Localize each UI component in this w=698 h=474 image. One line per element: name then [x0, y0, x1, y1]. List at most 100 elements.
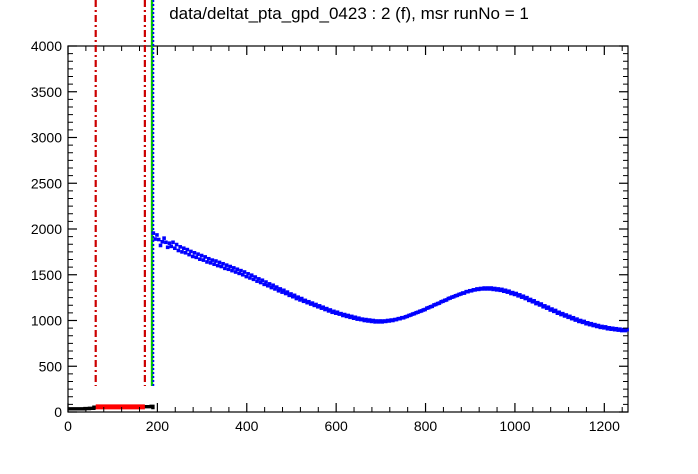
data-point — [158, 243, 163, 248]
data-point — [217, 260, 222, 265]
x-tick-label: 400 — [235, 418, 259, 434]
data-point — [253, 275, 258, 279]
data-point — [271, 283, 275, 288]
data-point — [321, 305, 325, 310]
x-tick-label: 0 — [64, 418, 72, 434]
data-point — [226, 267, 231, 272]
data-point — [564, 313, 569, 317]
data-point — [582, 319, 586, 324]
data-point — [274, 285, 279, 289]
data-point — [314, 302, 318, 307]
data-point — [251, 277, 256, 282]
data-point — [593, 322, 597, 327]
data-point — [265, 283, 270, 288]
data-point — [546, 305, 551, 310]
x-tick-label: 1200 — [589, 418, 620, 434]
data-point — [198, 257, 202, 261]
data-point — [553, 308, 558, 313]
data-point — [278, 287, 283, 291]
data-point — [167, 241, 172, 245]
y-tick-label: 4000 — [31, 38, 62, 54]
data-point — [246, 272, 250, 276]
data-point — [239, 268, 243, 273]
data-point — [267, 282, 272, 286]
y-tick-label: 1000 — [31, 313, 62, 329]
data-point — [575, 317, 579, 321]
y-tick-label: 0 — [54, 404, 62, 420]
data-point — [543, 304, 547, 308]
data-point — [350, 314, 354, 319]
data-point — [194, 255, 199, 260]
data-point — [510, 290, 515, 295]
data-point — [228, 264, 233, 269]
data-point — [183, 250, 188, 255]
data-point — [503, 288, 508, 293]
data-point — [230, 268, 234, 273]
y-tick-label: 2000 — [31, 221, 62, 237]
data-point — [210, 258, 215, 262]
data-point — [205, 260, 209, 264]
data-point — [178, 245, 182, 249]
data-point — [171, 240, 175, 245]
data-point — [165, 245, 170, 250]
data-point — [299, 296, 304, 301]
data-point — [317, 304, 322, 308]
data-point — [500, 287, 504, 292]
data-point — [346, 313, 351, 318]
data-point — [324, 306, 329, 311]
data-point — [155, 233, 159, 237]
data-point — [214, 259, 218, 263]
data-point — [181, 246, 186, 251]
y-tick-label: 500 — [39, 358, 63, 374]
data-point — [180, 250, 184, 254]
y-tick-label: 3000 — [31, 130, 62, 146]
data-point — [273, 287, 277, 291]
data-point — [269, 285, 274, 290]
data-point — [328, 308, 333, 312]
data-point — [296, 295, 300, 299]
data-point — [162, 236, 166, 240]
data-point — [201, 258, 206, 262]
data-point — [514, 291, 519, 296]
data-point — [255, 279, 259, 283]
data-point — [151, 231, 156, 235]
data-point — [192, 250, 197, 255]
data-point — [528, 297, 533, 302]
data-point — [240, 272, 245, 277]
data-point — [215, 263, 220, 268]
series-2 — [151, 231, 629, 333]
data-point — [153, 237, 157, 241]
data-point — [187, 252, 191, 257]
data-point — [625, 327, 629, 332]
data-point — [332, 309, 336, 314]
data-point — [257, 277, 261, 281]
data-point — [535, 300, 540, 305]
data-point — [307, 299, 311, 304]
data-point — [310, 301, 315, 305]
data-point — [285, 290, 290, 294]
y-tick-label: 3500 — [31, 84, 62, 100]
data-point — [242, 270, 247, 274]
data-point — [174, 242, 179, 247]
data-series — [68, 231, 629, 411]
x-tick-label: 1000 — [499, 418, 530, 434]
data-point — [235, 267, 240, 272]
data-point — [169, 244, 174, 249]
data-point — [223, 266, 227, 271]
data-point — [176, 248, 181, 253]
data-point — [248, 276, 252, 280]
data-point — [353, 315, 358, 320]
data-point — [596, 323, 601, 328]
data-point — [276, 288, 281, 293]
page-title: data/deltat_pta_gpd_0423 : 2 (f), msr ru… — [169, 4, 529, 23]
data-point — [560, 311, 565, 316]
data-point — [173, 246, 177, 251]
data-point — [585, 320, 590, 325]
data-point — [557, 310, 561, 315]
marker-lines — [94, 0, 155, 386]
data-point — [342, 312, 347, 317]
data-point — [280, 290, 284, 294]
data-point — [589, 321, 594, 326]
data-point — [262, 282, 266, 287]
